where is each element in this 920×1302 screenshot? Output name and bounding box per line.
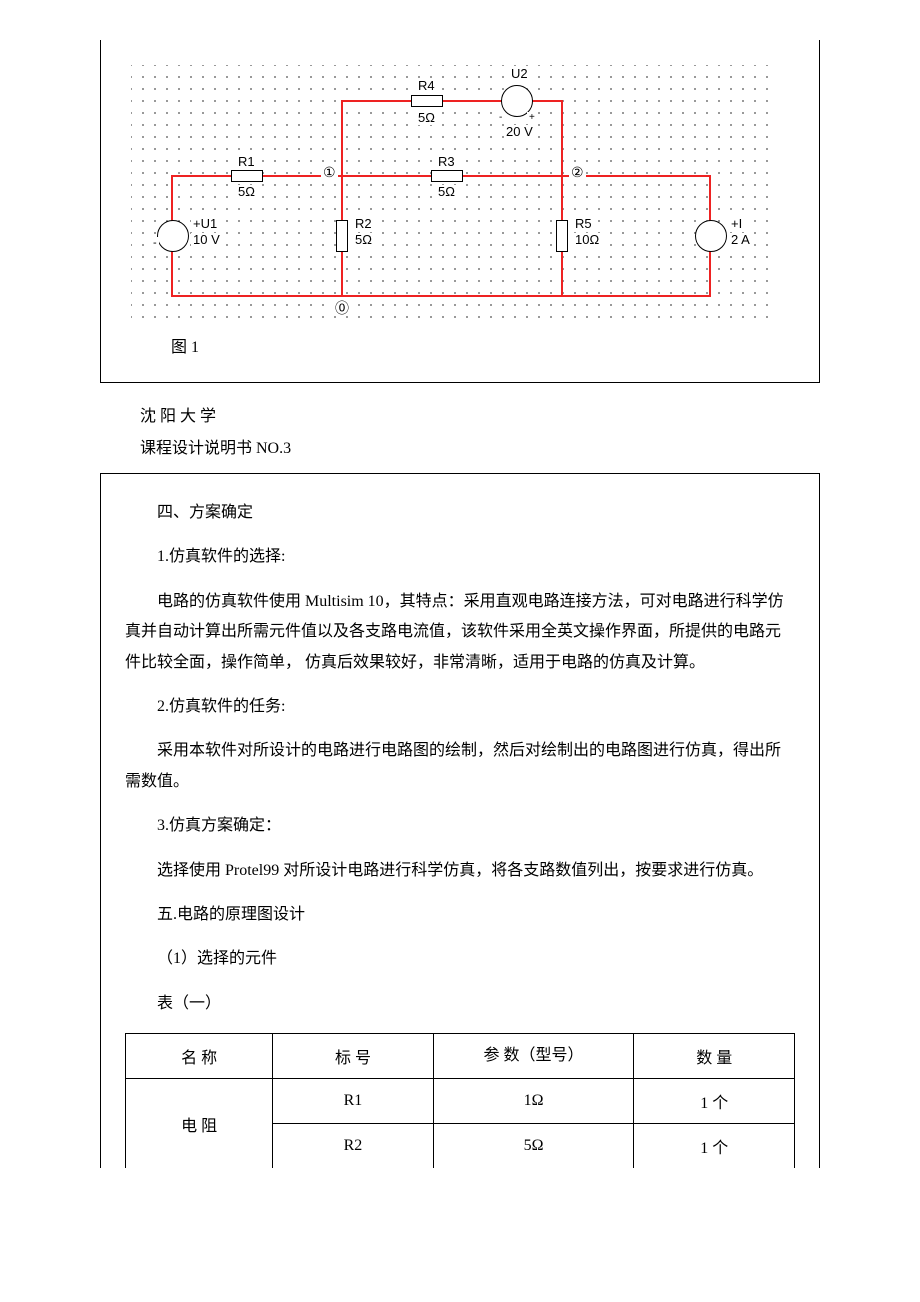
section-4-2-body: 采用本软件对所设计的电路进行电路图的绘制，然后对绘制出的电路图进行仿真，得出所需… [125, 736, 795, 797]
u2-label: U2 [509, 67, 530, 81]
doc-title: 课程设计说明书 NO.3 [140, 433, 820, 465]
r5-value: 10Ω [573, 233, 601, 247]
section-4-title: 四、方案确定 [125, 498, 795, 528]
u2-polarity-plus: + [527, 112, 537, 123]
th-label: 标 号 [273, 1034, 434, 1079]
resistor-r2 [336, 220, 348, 252]
wire-n1-up [341, 100, 343, 177]
section-4-2-title: 2.仿真软件的任务: [125, 692, 795, 722]
cell-label: R1 [273, 1079, 434, 1124]
resistor-r4 [411, 95, 443, 107]
cell-label: R2 [273, 1124, 434, 1169]
u1-minus: - [151, 237, 159, 249]
voltage-source-u1 [157, 220, 189, 252]
r5-label: R5 [573, 217, 594, 231]
table-caption: 表（一） [125, 989, 795, 1019]
r3-label: R3 [436, 155, 457, 169]
section-5-1: （1）选择的元件 [125, 944, 795, 974]
node-0: ⓪ [333, 301, 351, 316]
page-root: +U1 10 V - U2 20 V - + +I 2 A R1 5Ω [0, 0, 920, 1208]
th-qty: 数 量 [634, 1034, 795, 1079]
figure-label: 图 1 [131, 325, 789, 367]
content-box: 四、方案确定 1.仿真软件的选择: 电路的仿真软件使用 Multisim 10，… [100, 473, 820, 1168]
th-name: 名 称 [126, 1034, 273, 1079]
r4-label: R4 [416, 79, 437, 93]
table-row: 电 阻 R1 1Ω 1 个 [126, 1079, 795, 1124]
th-param: 参 数（型号） [433, 1034, 634, 1079]
u1-label: +U1 [191, 217, 219, 231]
u2-value: 20 V [504, 125, 535, 139]
section-4-3-body: 选择使用 Protel99 对所设计电路进行科学仿真，将各支路数值列出，按要求进… [125, 856, 795, 886]
components-table: 名 称 标 号 参 数（型号） 数 量 电 阻 R1 1Ω 1 个 R2 5Ω … [125, 1033, 795, 1168]
cell-qty: 1 个 [634, 1124, 795, 1169]
node-2: ② [569, 165, 586, 180]
header-block: 沈 阳 大 学 课程设计说明书 NO.3 [100, 383, 820, 473]
r1-value: 5Ω [236, 185, 257, 199]
cell-param: 5Ω [433, 1124, 634, 1169]
section-4-3-title: 3.仿真方案确定： [125, 811, 795, 841]
i-value: 2 A [729, 233, 752, 247]
r2-label: R2 [353, 217, 374, 231]
cell-qty: 1 个 [634, 1079, 795, 1124]
resistor-r5 [556, 220, 568, 252]
section-4-1-body: 电路的仿真软件使用 Multisim 10，其特点：采用直观电路连接方法，可对电… [125, 587, 795, 678]
section-4-1-title: 1.仿真软件的选择: [125, 542, 795, 572]
cell-param: 1Ω [433, 1079, 634, 1124]
node-1: ① [321, 165, 338, 180]
wire-bottom [171, 295, 711, 297]
r4-value: 5Ω [416, 111, 437, 125]
figure-box: +U1 10 V - U2 20 V - + +I 2 A R1 5Ω [100, 40, 820, 383]
r3-value: 5Ω [436, 185, 457, 199]
table-header-row: 名 称 标 号 参 数（型号） 数 量 [126, 1034, 795, 1079]
u1-value: 10 V [191, 233, 222, 247]
i-label: +I [729, 217, 744, 231]
r2-value: 5Ω [353, 233, 374, 247]
r1-label: R1 [236, 155, 257, 169]
resistor-r1 [231, 170, 263, 182]
u2-polarity-minus: - [497, 112, 504, 123]
resistor-r3 [431, 170, 463, 182]
cell-name: 电 阻 [126, 1079, 273, 1169]
circuit-diagram: +U1 10 V - U2 20 V - + +I 2 A R1 5Ω [131, 65, 771, 325]
university-name: 沈 阳 大 学 [140, 401, 820, 433]
wire-n2-up [561, 100, 563, 177]
current-source-i [695, 220, 727, 252]
section-5-title: 五.电路的原理图设计 [125, 900, 795, 930]
circuit-container: +U1 10 V - U2 20 V - + +I 2 A R1 5Ω [101, 40, 819, 382]
